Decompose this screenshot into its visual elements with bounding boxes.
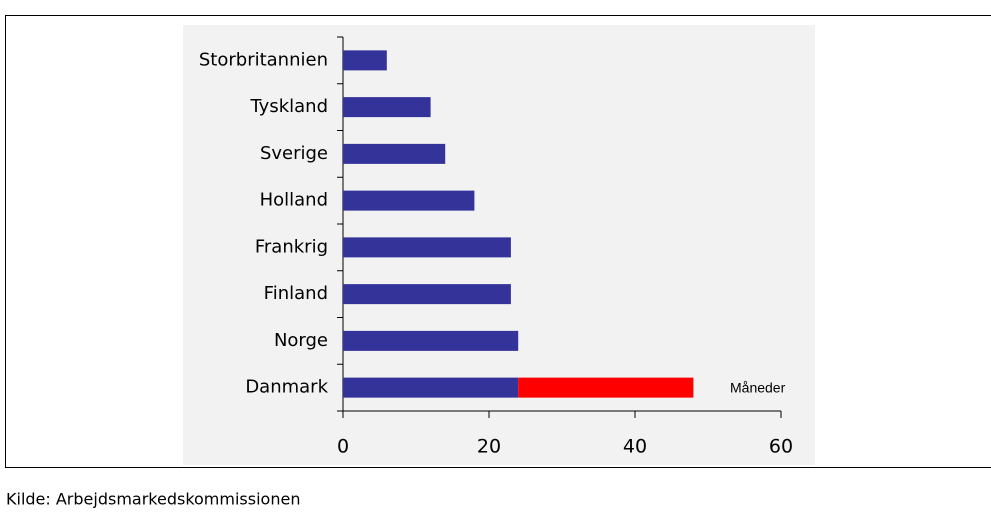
bar <box>343 284 511 305</box>
category-label: Danmark <box>245 377 328 398</box>
bar <box>343 237 511 258</box>
bar <box>343 190 475 211</box>
category-label: Norge <box>274 330 328 351</box>
category-label: Frankrig <box>255 236 328 257</box>
x-tick-label: 0 <box>337 436 349 458</box>
x-tick-label: 60 <box>769 436 793 458</box>
x-tick-label: 20 <box>477 436 501 458</box>
category-label: Holland <box>260 190 328 211</box>
bar <box>518 377 694 398</box>
bar <box>343 143 446 164</box>
x-tick-label: 40 <box>623 436 647 458</box>
bar <box>343 50 387 71</box>
bar <box>343 330 519 351</box>
bar <box>343 377 519 398</box>
bar <box>343 97 431 118</box>
category-label: Sverige <box>260 143 328 164</box>
category-label: Storbritannien <box>199 49 328 70</box>
category-label: Finland <box>264 283 328 304</box>
annotation: Måneder <box>730 380 786 396</box>
source: Kilde: Arbejdsmarkedskommissionen <box>6 490 300 509</box>
category-label: Tyskland <box>249 96 328 117</box>
